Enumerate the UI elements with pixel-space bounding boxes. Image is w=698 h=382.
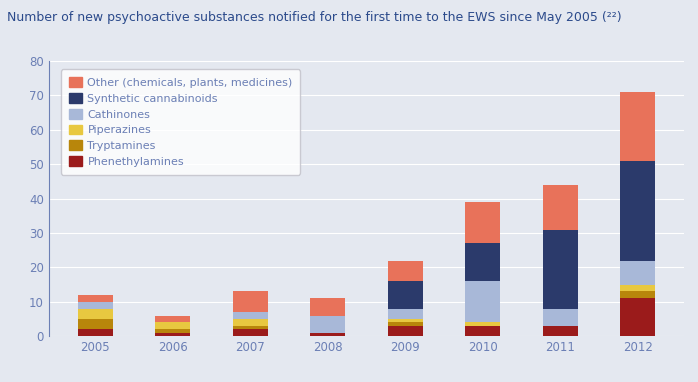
- Bar: [388, 319, 422, 322]
- Bar: [542, 230, 577, 309]
- Bar: [620, 291, 655, 298]
- Text: Number of new psychoactive substances notified for the first time to the EWS sin: Number of new psychoactive substances no…: [7, 11, 622, 24]
- Bar: [542, 309, 577, 326]
- Bar: [542, 185, 577, 230]
- Bar: [78, 329, 113, 336]
- Bar: [465, 322, 500, 326]
- Bar: [156, 316, 191, 322]
- Bar: [233, 291, 268, 312]
- Bar: [620, 298, 655, 336]
- Bar: [78, 319, 113, 329]
- Bar: [465, 243, 500, 281]
- Bar: [311, 298, 345, 316]
- Bar: [620, 285, 655, 291]
- Bar: [542, 326, 577, 336]
- Bar: [465, 202, 500, 243]
- Bar: [311, 316, 345, 333]
- Bar: [233, 326, 268, 329]
- Bar: [233, 312, 268, 319]
- Bar: [311, 333, 345, 336]
- Bar: [233, 319, 268, 326]
- Bar: [78, 302, 113, 309]
- Bar: [620, 92, 655, 161]
- Bar: [78, 309, 113, 319]
- Bar: [388, 322, 422, 326]
- Bar: [465, 326, 500, 336]
- Bar: [388, 326, 422, 336]
- Bar: [156, 333, 191, 336]
- Bar: [156, 329, 191, 333]
- Bar: [388, 261, 422, 281]
- Bar: [388, 309, 422, 319]
- Legend: Other (chemicals, plants, medicines), Synthetic cannabinoids, Cathinones, Pipera: Other (chemicals, plants, medicines), Sy…: [61, 70, 300, 175]
- Bar: [465, 281, 500, 322]
- Bar: [78, 295, 113, 302]
- Bar: [388, 281, 422, 309]
- Bar: [156, 322, 191, 329]
- Bar: [233, 329, 268, 336]
- Bar: [620, 161, 655, 261]
- Bar: [620, 261, 655, 285]
